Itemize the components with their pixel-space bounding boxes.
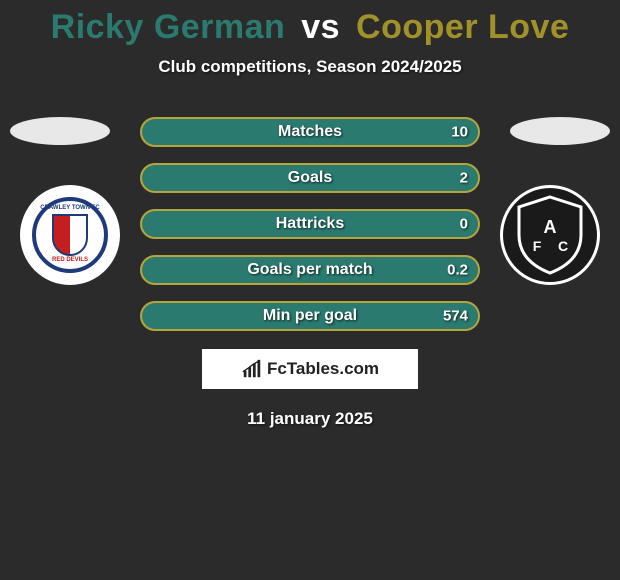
bar-right-value: 0 [460,216,468,233]
bar-label: Matches [142,123,478,141]
crest-top-text: CRAWLEY TOWN FC [40,205,99,211]
svg-text:C: C [558,238,568,254]
stat-bar-goals: Goals 2 [140,163,480,193]
content-area: CRAWLEY TOWN FC RED DEVILS A F C Matches… [0,117,620,429]
bar-right-value: 10 [451,124,468,141]
subtitle: Club competitions, Season 2024/2025 [0,57,620,77]
bar-label: Goals per match [142,261,478,279]
right-player-oval [510,117,610,145]
bar-label: Min per goal [142,307,478,325]
left-player-oval [10,117,110,145]
svg-text:A: A [544,217,557,237]
stat-bar-hattricks: Hattricks 0 [140,209,480,239]
player1-name: Ricky German [51,8,286,46]
bar-right-value: 574 [443,308,468,325]
afc-crest: A F C [515,195,585,275]
crawley-town-crest: CRAWLEY TOWN FC RED DEVILS [32,197,108,273]
stat-bar-min-per-goal: Min per goal 574 [140,301,480,331]
chart-icon [241,358,263,380]
date-text: 11 january 2025 [0,409,620,429]
vs-text: vs [301,8,340,46]
bar-label: Hattricks [142,215,478,233]
bar-right-value: 0.2 [447,262,468,279]
svg-text:F: F [533,238,542,254]
watermark-box: FcTables.com [202,349,418,389]
crest-shield-icon [52,214,88,256]
watermark-text: FcTables.com [267,359,379,379]
stat-bar-matches: Matches 10 [140,117,480,147]
stat-bars: Matches 10 Goals 2 Hattricks 0 Goals per… [140,117,480,331]
stat-bar-goals-per-match: Goals per match 0.2 [140,255,480,285]
comparison-title: Ricky German vs Cooper Love [0,0,620,47]
left-team-badge: CRAWLEY TOWN FC RED DEVILS [20,185,120,285]
player2-name: Cooper Love [356,8,569,46]
crest-bottom-text: RED DEVILS [52,257,88,263]
bar-label: Goals [142,169,478,187]
bar-right-value: 2 [460,170,468,187]
right-team-badge: A F C [500,185,600,285]
